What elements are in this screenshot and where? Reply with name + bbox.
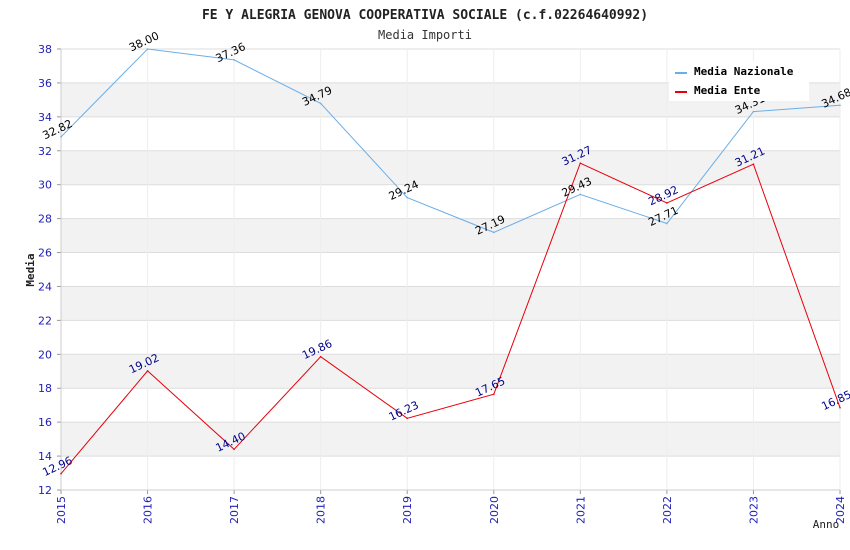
grid-band <box>61 218 840 253</box>
data-point <box>233 448 235 451</box>
data-point <box>666 202 668 204</box>
data-label: 37.36 <box>214 40 248 65</box>
chart-title: FE Y ALEGRIA GENOVA COOPERATIVA SOCIALE … <box>202 8 648 23</box>
data-point <box>492 231 495 234</box>
grid-band <box>61 150 840 185</box>
y-tick-label: 14 <box>38 450 52 463</box>
data-point <box>492 393 495 395</box>
data-point <box>146 370 149 372</box>
grid-lines <box>57 48 841 494</box>
y-tick-label: 38 <box>38 43 52 56</box>
y-tick-label: 18 <box>38 382 52 395</box>
y-tick-label: 24 <box>38 280 52 293</box>
data-point <box>319 355 322 358</box>
y-tick-label: 16 <box>38 416 52 429</box>
y-tick-label: 12 <box>38 484 52 497</box>
grid-band <box>61 354 840 389</box>
x-tick-label: 2023 <box>747 496 760 524</box>
series-line-media-ente <box>60 162 841 475</box>
legend-label-media-nazionale: Media Nazionale <box>694 65 794 78</box>
axes <box>60 49 840 491</box>
y-tick-label: 22 <box>38 314 52 327</box>
x-tick-label: 2024 <box>834 496 847 524</box>
x-tick-label: 2018 <box>315 496 328 524</box>
x-tick-labels: 2015 2016 2017 2018 2019 2020 2021 2022 2023 2024 <box>55 496 847 524</box>
data-point <box>406 196 409 199</box>
data-point <box>752 163 755 165</box>
x-tick-label: 2017 <box>228 496 241 524</box>
data-point <box>579 193 582 196</box>
chart-subtitle: Media Importi <box>378 28 472 42</box>
y-tick-label: 34 <box>38 111 52 124</box>
data-point <box>319 102 322 105</box>
legend-background <box>669 61 809 101</box>
x-tick-label: 2020 <box>488 496 501 524</box>
x-tick-label: 2022 <box>661 496 674 524</box>
series-line-media-nazionale <box>60 48 841 233</box>
data-point <box>666 222 668 225</box>
y-tick-label: 30 <box>38 179 52 192</box>
data-point <box>752 110 755 113</box>
data-label: 38.00 <box>127 29 161 54</box>
x-tick-label: 2019 <box>401 496 414 524</box>
x-tick-label: 2015 <box>55 496 68 524</box>
data-point <box>60 472 62 475</box>
y-tick-label: 28 <box>38 213 52 226</box>
data-point <box>60 136 62 138</box>
x-tick-label: 2021 <box>574 496 587 524</box>
x-tick-label: 2016 <box>142 496 155 524</box>
legend: Media Nazionale Media Ente <box>669 61 809 101</box>
grid-bands <box>61 82 840 457</box>
y-axis-label: Media <box>24 253 37 286</box>
y-tick-label: 36 <box>38 77 52 90</box>
legend-label-media-ente: Media Ente <box>694 84 761 97</box>
grid-band <box>61 422 840 457</box>
data-point <box>839 104 841 107</box>
data-label: 16.23 <box>387 399 421 424</box>
y-tick-labels: 12 14 16 18 20 22 24 26 28 30 32 34 36 38 <box>38 43 52 497</box>
data-point <box>839 406 841 409</box>
data-point <box>579 162 582 164</box>
y-tick-label: 26 <box>38 247 52 260</box>
data-point <box>233 59 235 61</box>
data-point <box>406 417 409 420</box>
y-tick-label: 20 <box>38 348 52 361</box>
data-point <box>146 48 149 50</box>
data-label: 28.92 <box>646 183 680 208</box>
series-lines <box>60 48 841 475</box>
y-tick-label: 32 <box>38 145 52 158</box>
x-axis-label: Anno <box>813 518 840 531</box>
grid-band <box>61 286 840 321</box>
